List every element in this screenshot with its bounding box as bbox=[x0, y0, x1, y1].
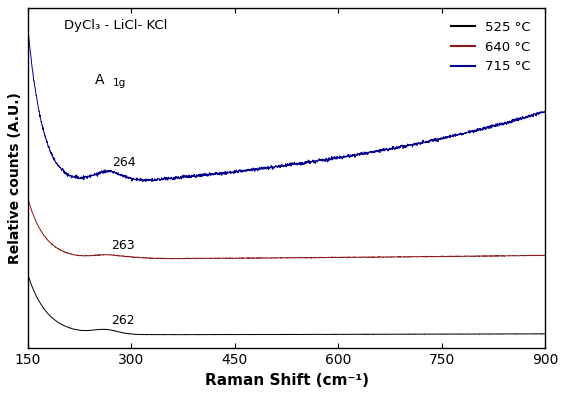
Line: 715 °C: 715 °C bbox=[28, 27, 545, 182]
Legend: 525 °C, 640 °C, 715 °C: 525 °C, 640 °C, 715 °C bbox=[446, 16, 536, 78]
715 °C bbox=[139, 179, 146, 184]
640 °C bbox=[527, 253, 534, 258]
640 °C bbox=[51, 244, 58, 248]
715 °C bbox=[527, 112, 534, 117]
Text: 263: 263 bbox=[111, 239, 135, 252]
Line: 525 °C: 525 °C bbox=[28, 275, 545, 335]
715 °C bbox=[24, 25, 31, 30]
715 °C bbox=[51, 158, 58, 163]
Text: 262: 262 bbox=[111, 314, 134, 327]
525 °C bbox=[24, 272, 31, 277]
525 °C bbox=[527, 331, 534, 336]
Text: 1g: 1g bbox=[113, 78, 126, 88]
X-axis label: Raman Shift (cm⁻¹): Raman Shift (cm⁻¹) bbox=[205, 373, 369, 388]
640 °C bbox=[542, 253, 549, 257]
Text: A: A bbox=[95, 73, 105, 87]
Y-axis label: Relative counts (A.U.): Relative counts (A.U.) bbox=[9, 92, 22, 264]
525 °C bbox=[159, 333, 166, 337]
Line: 640 °C: 640 °C bbox=[28, 199, 545, 259]
715 °C bbox=[527, 114, 534, 118]
640 °C bbox=[263, 256, 269, 261]
640 °C bbox=[277, 255, 284, 260]
525 °C bbox=[542, 331, 549, 336]
715 °C bbox=[432, 138, 439, 143]
525 °C bbox=[277, 332, 284, 337]
715 °C bbox=[263, 166, 269, 171]
715 °C bbox=[542, 109, 549, 114]
525 °C bbox=[263, 332, 269, 337]
715 °C bbox=[277, 164, 284, 169]
640 °C bbox=[527, 253, 534, 258]
640 °C bbox=[432, 254, 439, 259]
640 °C bbox=[167, 257, 174, 261]
Text: 264: 264 bbox=[112, 156, 136, 169]
525 °C bbox=[51, 317, 58, 322]
525 °C bbox=[432, 331, 439, 336]
525 °C bbox=[527, 331, 534, 336]
Text: DyCl₃ - LiCl- KCl: DyCl₃ - LiCl- KCl bbox=[64, 19, 167, 32]
640 °C bbox=[24, 196, 31, 201]
